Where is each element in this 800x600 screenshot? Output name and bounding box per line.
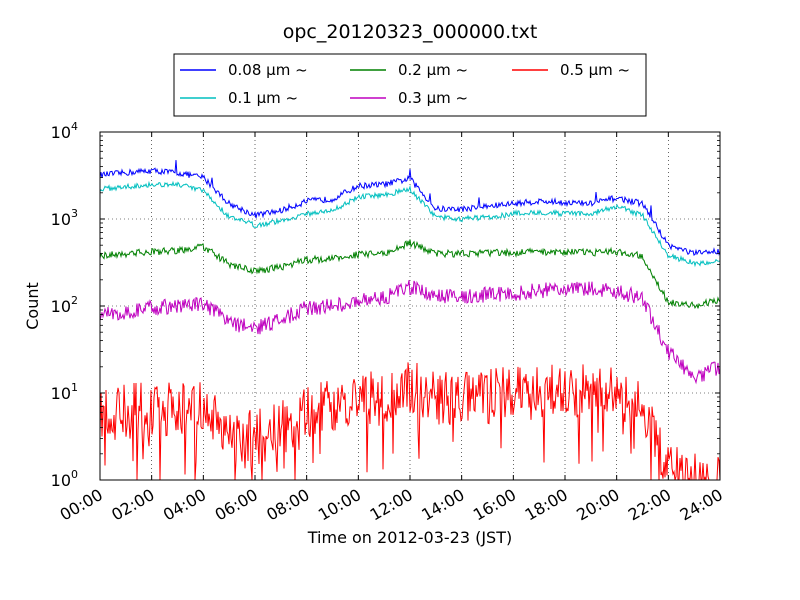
series-line xyxy=(100,280,720,385)
chart-title: opc_20120323_000000.txt xyxy=(283,21,538,43)
series-line xyxy=(100,239,720,309)
axis-ticks xyxy=(99,131,721,481)
legend-label: 0.3 μm ~ xyxy=(398,89,468,107)
x-tick-label: 20:00 xyxy=(573,485,622,525)
y-tick-label: 102 xyxy=(51,294,78,316)
y-tick-label: 104 xyxy=(51,120,78,142)
x-tick-label: 08:00 xyxy=(263,485,312,525)
series-line xyxy=(100,180,720,268)
x-tick-label: 10:00 xyxy=(315,485,364,525)
x-tick-label: 02:00 xyxy=(108,485,157,525)
legend: 0.08 μm ~ 0.1 μm ~ 0.2 μm ~ 0.3 μm ~ 0.5 μm … xyxy=(173,53,647,117)
y-tick-label: 103 xyxy=(51,207,78,229)
series-line xyxy=(100,160,720,256)
x-tick-label: 04:00 xyxy=(160,485,209,525)
series-line xyxy=(100,362,720,480)
x-tick-label: 18:00 xyxy=(522,485,571,525)
x-tick-label: 06:00 xyxy=(212,485,261,525)
y-tick-label: 101 xyxy=(51,381,78,403)
x-tick-label: 12:00 xyxy=(367,485,416,525)
x-tick-label: 22:00 xyxy=(625,485,674,525)
y-tick-labels: 100 101 102 103 104 xyxy=(51,120,78,490)
y-axis-label: Count xyxy=(23,282,42,330)
x-tick-label: 24:00 xyxy=(677,485,726,525)
x-axis-label: Time on 2012-03-23 (JST) xyxy=(307,528,512,547)
x-tick-label: 14:00 xyxy=(418,485,467,525)
x-tick-label: 16:00 xyxy=(470,485,519,525)
x-tick-label: 00:00 xyxy=(57,485,106,525)
x-tick-labels: 00:00 02:00 04:00 06:00 08:00 10:00 12:00 14:00… xyxy=(57,485,726,525)
legend-label: 0.5 μm ~ xyxy=(560,61,630,79)
legend-label: 0.08 μm ~ xyxy=(228,61,308,79)
legend-label: 0.1 μm ~ xyxy=(228,89,298,107)
y-tick-label: 100 xyxy=(51,468,78,490)
legend-frame xyxy=(173,53,647,117)
legend-label: 0.2 μm ~ xyxy=(398,61,468,79)
grid xyxy=(100,132,720,480)
series-layer xyxy=(100,160,720,480)
